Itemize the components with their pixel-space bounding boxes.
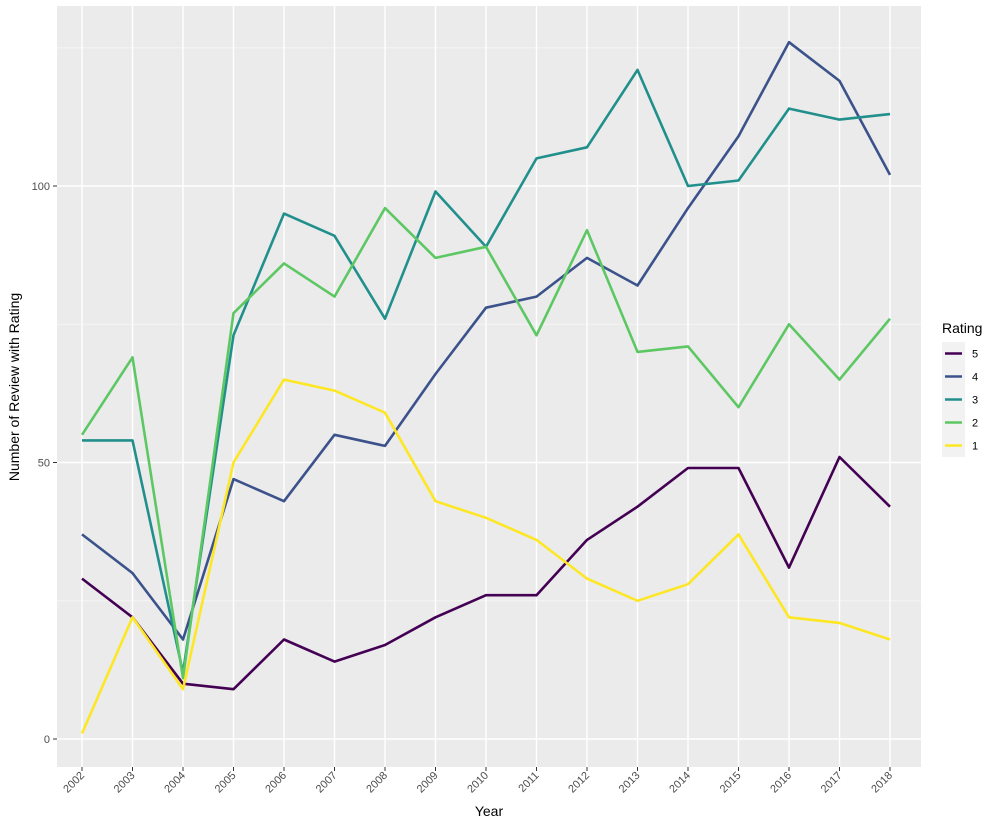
x-tick-label: 2016 (768, 770, 794, 796)
x-tick-label: 2017 (819, 770, 845, 796)
x-tick-label: 2005 (213, 770, 239, 796)
x-tick-label: 2004 (162, 770, 188, 796)
x-axis-title: Year (475, 803, 504, 819)
x-tick-label: 2006 (263, 770, 289, 796)
legend-label: 3 (972, 395, 978, 407)
minor-gridlines (57, 47, 921, 602)
legend-label: 1 (972, 441, 978, 453)
y-tick-label: 0 (44, 734, 50, 746)
x-tick-label: 2012 (566, 770, 592, 796)
legend-label: 2 (972, 418, 978, 430)
series-line-rating-5 (81, 455, 891, 691)
x-axis: 2002 2003 2004 2005 2006 2007 2008 2009 2010 2011… (61, 767, 895, 795)
x-tick-label: 2009 (415, 770, 441, 796)
legend-items: 5 4 3 2 1 (942, 342, 978, 457)
legend: Rating 5 4 3 2 1 (942, 320, 982, 457)
legend-title: Rating (942, 320, 982, 336)
y-tick-label: 100 (32, 181, 50, 193)
x-tick-label: 2018 (869, 770, 895, 796)
y-axis: 0 50 100 (32, 181, 57, 746)
x-tick-label: 2013 (617, 770, 643, 796)
series-line-rating-1 (80, 378, 891, 735)
x-tick-label: 2002 (61, 770, 87, 796)
x-tick-label: 2008 (364, 770, 390, 796)
series-lines (80, 40, 892, 735)
x-tick-label: 2007 (314, 770, 340, 796)
x-tick-label: 2003 (112, 770, 138, 796)
x-tick-label: 2010 (465, 770, 491, 796)
legend-label: 4 (972, 372, 978, 384)
y-axis-title: Number of Review with Rating (6, 293, 22, 481)
x-tick-label: 2014 (667, 770, 693, 796)
legend-label: 5 (972, 349, 978, 361)
series-line-rating-2 (80, 206, 892, 680)
x-tick-label: 2011 (516, 770, 541, 795)
x-tick-label: 2015 (718, 770, 744, 796)
plot-panel (57, 6, 921, 767)
y-tick-label: 50 (38, 458, 50, 470)
